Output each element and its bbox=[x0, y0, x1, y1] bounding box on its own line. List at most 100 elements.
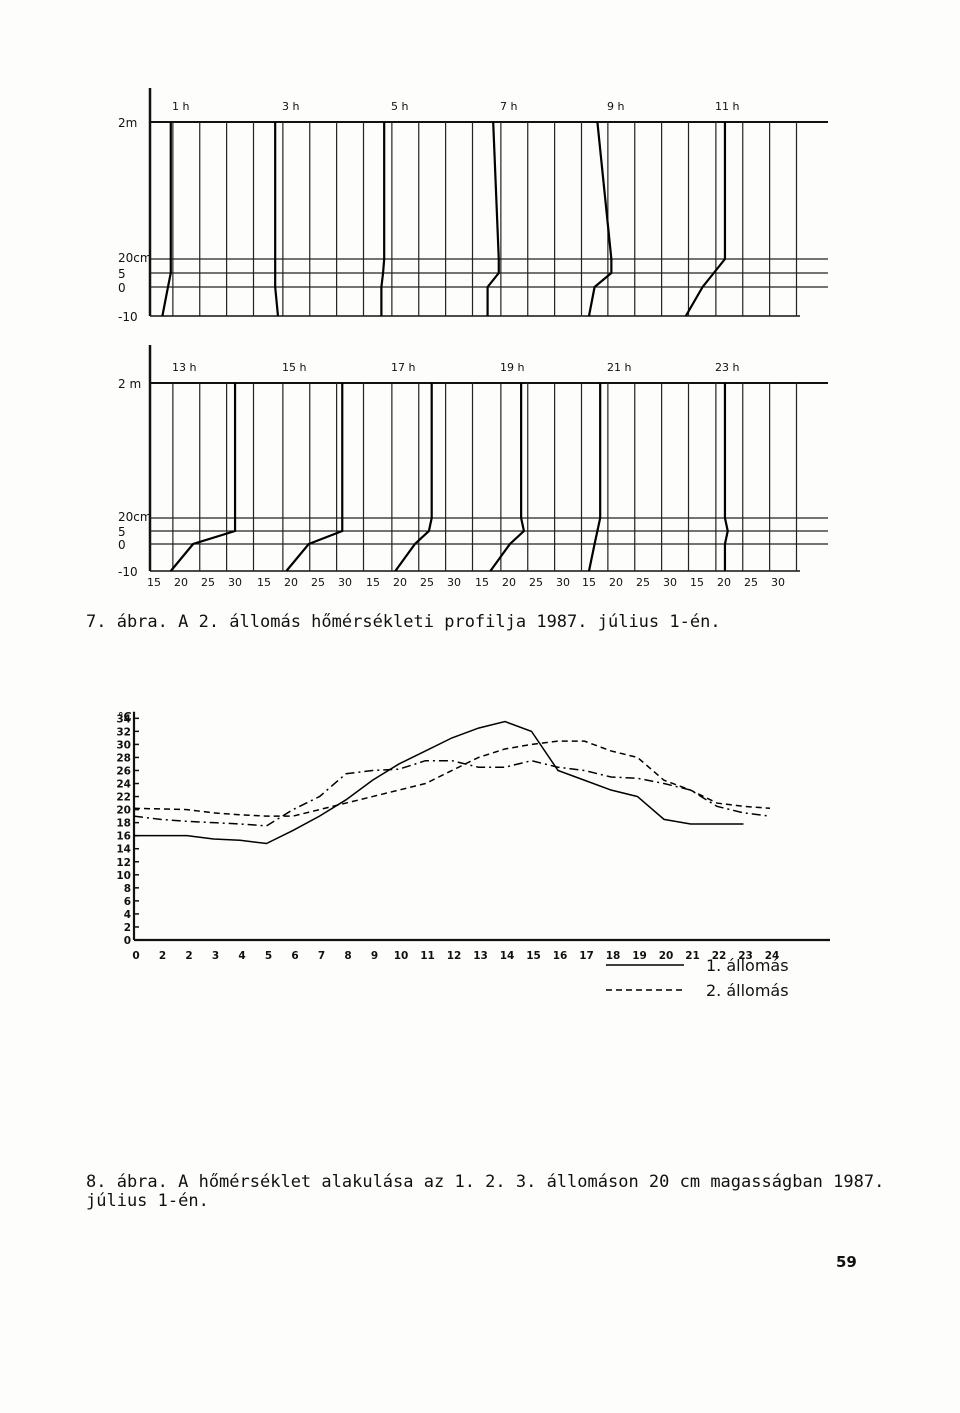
fig7-profile-line bbox=[380, 122, 386, 316]
fig7-x-tick: 15 bbox=[690, 576, 704, 589]
fig8-y-tick-label: 26 bbox=[116, 765, 131, 777]
fig8-series-line bbox=[134, 720, 744, 845]
fig7-profile-line bbox=[285, 383, 344, 572]
fig7-hour-label: 21 h bbox=[607, 361, 631, 374]
fig7-hour-label: 7 h bbox=[500, 100, 517, 113]
fig8-y-tick-label: 4 bbox=[124, 909, 131, 921]
fig8-x-tick-label: 22 bbox=[712, 950, 727, 962]
fig7-x-tick: 15 bbox=[582, 576, 596, 589]
fig8-x-tick-label: 17 bbox=[579, 950, 594, 962]
fig8-x-tick-label: 18 bbox=[606, 950, 621, 962]
fig7-height-label: -10 bbox=[118, 565, 138, 579]
figure-7-caption: 7. ábra. A 2. állomás hőmérsékleti profi… bbox=[86, 612, 721, 632]
fig7-height-label: 0 bbox=[118, 281, 126, 295]
fig7-x-tick: 30 bbox=[556, 576, 570, 589]
fig8-legend-label: 1. állomás bbox=[706, 956, 789, 975]
fig8-legend-label: 2. állomás bbox=[706, 981, 789, 998]
fig8-y-tick-label: 30 bbox=[116, 739, 131, 751]
fig7-hour-label: 17 h bbox=[391, 361, 415, 374]
fig8-y-tick-label: 2 bbox=[124, 922, 131, 934]
fig7-x-tick: 20 bbox=[174, 576, 188, 589]
fig8-x-tick-label: 14 bbox=[500, 950, 515, 962]
fig7-x-tick: 20 bbox=[393, 576, 407, 589]
fig7-height-label: 2 m bbox=[118, 377, 141, 391]
fig7-x-tick: 30 bbox=[228, 576, 242, 589]
fig7-x-tick: 15 bbox=[366, 576, 380, 589]
fig7-profile-line bbox=[169, 383, 237, 572]
fig7-hour-label: 1 h bbox=[172, 100, 189, 113]
fig7-x-tick: 25 bbox=[529, 576, 543, 589]
fig8-x-tick-label: 0 bbox=[132, 950, 139, 962]
fig8-y-tick-label: 8 bbox=[124, 883, 131, 895]
fig8-y-tick-label: 0 bbox=[124, 935, 131, 947]
fig7-x-tick: 30 bbox=[338, 576, 352, 589]
fig8-x-tick-label: 15 bbox=[526, 950, 541, 962]
fig8-x-tick-label: 20 bbox=[659, 950, 674, 962]
fig8-x-tick-label: 11 bbox=[420, 950, 435, 962]
fig8-y-tick-label: 6 bbox=[124, 896, 131, 908]
fig8-x-tick-label: 9 bbox=[371, 950, 378, 962]
fig8-x-tick-label: 5 bbox=[265, 950, 272, 962]
fig7-profile-line bbox=[489, 383, 526, 572]
fig7-height-label: 2m bbox=[118, 116, 137, 130]
fig7-hour-label: 19 h bbox=[500, 361, 524, 374]
page-number: 59 bbox=[836, 1253, 857, 1271]
fig7-x-tick: 30 bbox=[447, 576, 461, 589]
fig8-x-tick-label: 24 bbox=[765, 950, 780, 962]
fig7-x-tick: 30 bbox=[663, 576, 677, 589]
figure-8-caption-line-1: 8. ábra. A hőmérséklet alakulása az 1. 2… bbox=[86, 1172, 885, 1192]
fig8-x-tick-label: 19 bbox=[632, 950, 647, 962]
fig7-profile-line bbox=[684, 122, 727, 317]
fig8-x-tick-label: 12 bbox=[447, 950, 462, 962]
fig8-y-tick-label: 16 bbox=[116, 831, 131, 843]
fig8-y-tick-label: 34 bbox=[116, 713, 131, 725]
fig7-profile-line bbox=[587, 121, 613, 317]
fig7-hour-label: 13 h bbox=[172, 361, 196, 374]
fig8-x-tick-label: 2 bbox=[185, 950, 192, 962]
fig8-x-tick-label: 13 bbox=[473, 950, 488, 962]
fig7-x-tick: 20 bbox=[284, 576, 298, 589]
fig8-y-tick-label: 28 bbox=[116, 752, 131, 764]
fig7-height-label: 20cm bbox=[118, 251, 152, 265]
fig8-y-tick-label: 14 bbox=[116, 844, 131, 856]
fig7-x-tick: 20 bbox=[609, 576, 623, 589]
fig8-y-tick-label: 18 bbox=[116, 818, 131, 830]
fig8-y-tick-label: 12 bbox=[116, 857, 131, 869]
fig8-x-tick-label: 6 bbox=[291, 950, 298, 962]
fig8-y-tick-label: 10 bbox=[116, 870, 131, 882]
fig7-x-tick: 25 bbox=[744, 576, 758, 589]
fig8-x-tick-label: 23 bbox=[738, 950, 753, 962]
fig7-hour-label: 3 h bbox=[282, 100, 299, 113]
figure-8-caption-line-2: július 1-én. bbox=[86, 1191, 209, 1211]
fig7-hour-label: 23 h bbox=[715, 361, 739, 374]
fig7-profile-line bbox=[723, 383, 729, 571]
fig8-x-tick-label: 7 bbox=[318, 950, 325, 962]
fig7-x-tick: 20 bbox=[717, 576, 731, 589]
fig7-x-tick: 15 bbox=[257, 576, 271, 589]
fig8-x-tick-label: 2 bbox=[159, 950, 166, 962]
fig7-profile-line bbox=[274, 122, 280, 317]
fig8-y-tick-label: 24 bbox=[116, 779, 131, 791]
fig8-x-tick-label: 16 bbox=[553, 950, 568, 962]
fig7-hour-label: 15 h bbox=[282, 361, 306, 374]
fig8-x-tick-label: 4 bbox=[238, 950, 245, 962]
fig8-x-tick-label: 21 bbox=[685, 950, 700, 962]
fig8-x-tick-label: 3 bbox=[212, 950, 219, 962]
fig7-x-tick: 15 bbox=[475, 576, 489, 589]
fig7-hour-label: 9 h bbox=[607, 100, 624, 113]
fig7-profile-line bbox=[161, 122, 172, 317]
fig8-y-tick-label: 20 bbox=[116, 805, 131, 817]
fig7-profile-line bbox=[486, 121, 500, 316]
fig8-x-tick-label: 10 bbox=[394, 950, 409, 962]
fig7-x-tick: 25 bbox=[311, 576, 325, 589]
fig7-x-tick: 25 bbox=[636, 576, 650, 589]
fig7-height-label: 20cm bbox=[118, 510, 152, 524]
fig7-x-tick: 15 bbox=[147, 576, 161, 589]
fig7-profile-line bbox=[587, 383, 602, 572]
fig7-x-tick: 25 bbox=[420, 576, 434, 589]
fig8-x-tick-label: 8 bbox=[344, 950, 351, 962]
fig7-hour-label: 11 h bbox=[715, 100, 739, 113]
